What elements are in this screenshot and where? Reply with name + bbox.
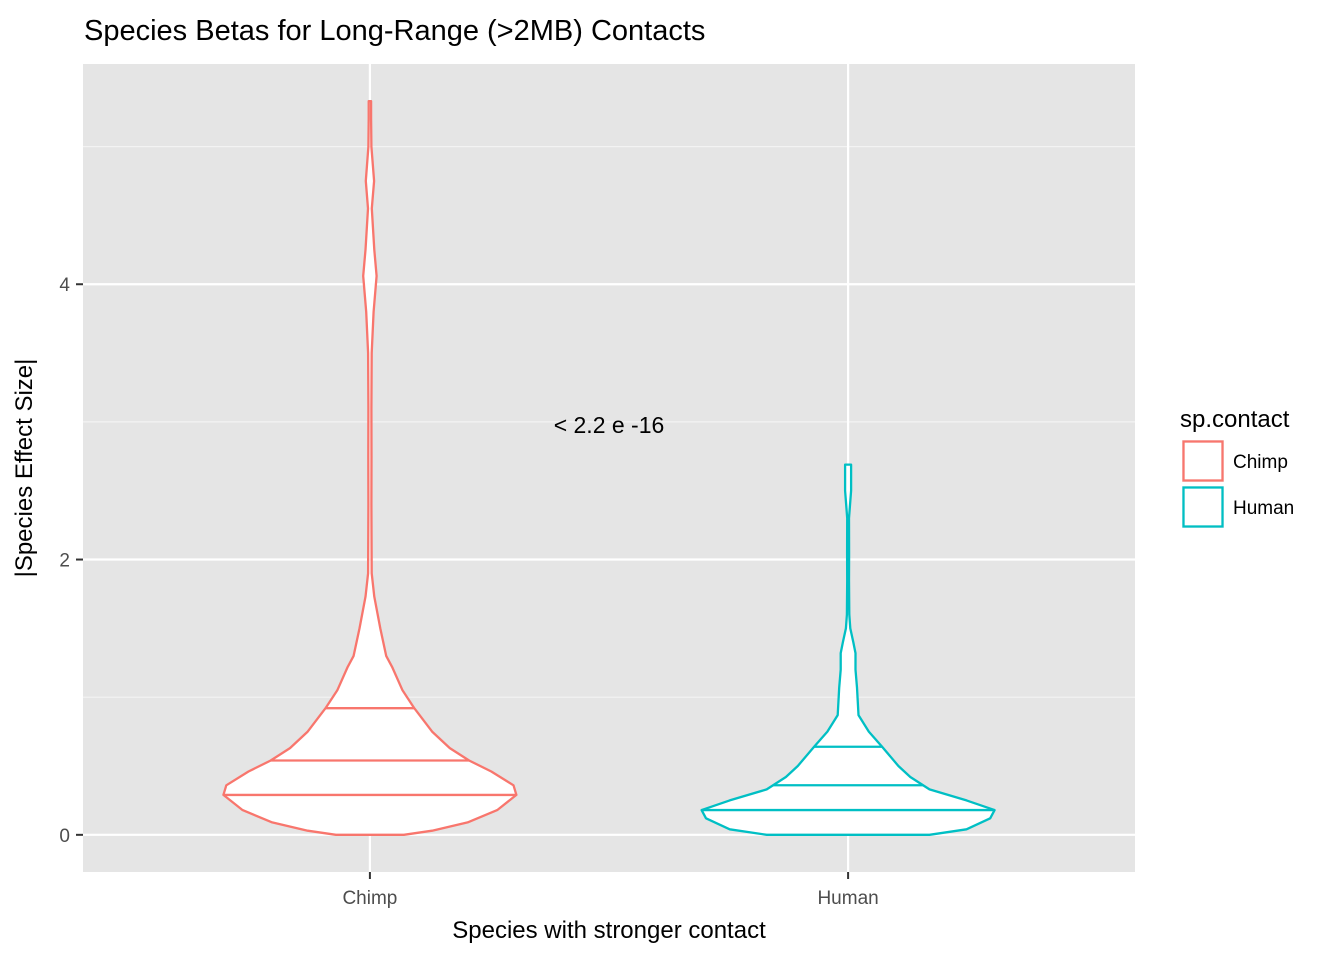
- legend: sp.contact Chimp Human: [1180, 406, 1294, 528]
- y-tick-label: 4: [59, 275, 70, 296]
- x-axis: Chimp Human: [342, 872, 879, 909]
- x-axis-label: Species with stronger contact: [452, 917, 766, 944]
- legend-label: Human: [1233, 498, 1294, 519]
- violin-human: [700, 463, 996, 836]
- p-value-annotation: < 2.2 e -16: [554, 412, 665, 438]
- y-tick-label: 0: [59, 826, 70, 847]
- x-tick-label: Human: [817, 888, 878, 909]
- violin-chimp: [222, 100, 518, 836]
- chart-title: Species Betas for Long-Range (>2MB) Cont…: [84, 15, 705, 47]
- y-axis: 0 2 4: [59, 275, 83, 847]
- plot-panel: [83, 64, 1135, 872]
- legend-title: sp.contact: [1180, 406, 1290, 433]
- legend-key-chimp: [1182, 440, 1224, 482]
- legend-label: Chimp: [1233, 452, 1288, 473]
- legend-key-human: [1182, 486, 1224, 528]
- violins: [222, 100, 996, 836]
- y-tick-label: 2: [59, 551, 70, 572]
- x-tick-label: Chimp: [342, 888, 397, 909]
- y-axis-label: |Species Effect Size|: [11, 359, 38, 578]
